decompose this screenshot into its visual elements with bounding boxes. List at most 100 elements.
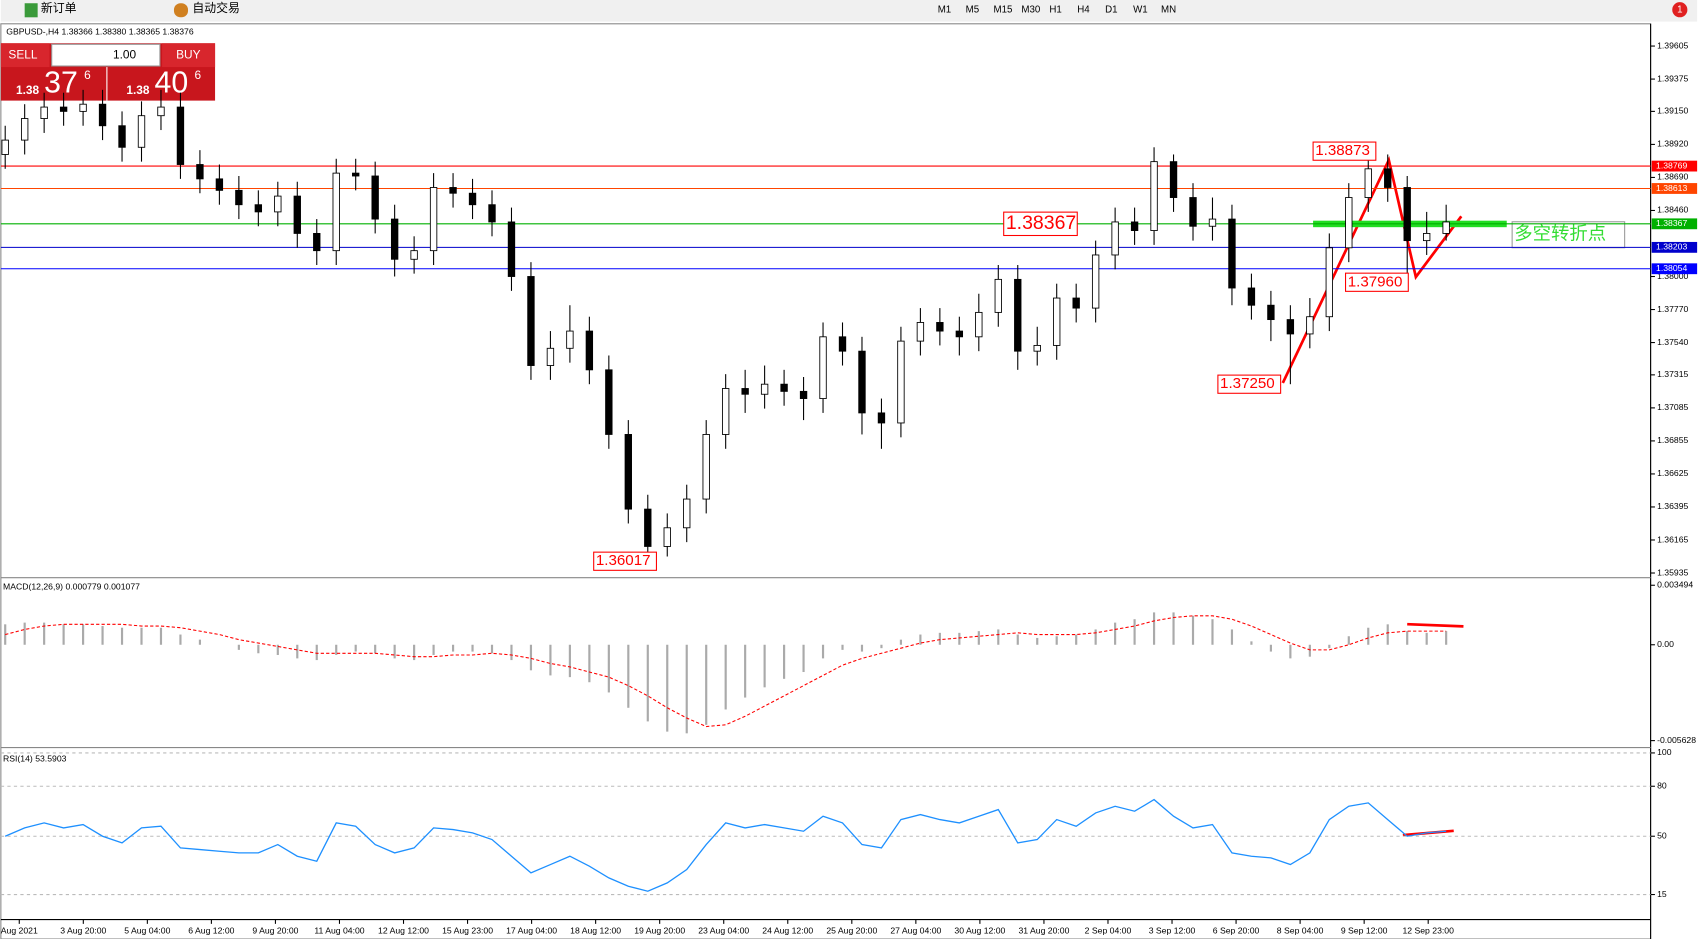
macd-bar	[568, 644, 571, 678]
bid-frac[interactable]: 6	[84, 68, 91, 82]
alert-badge[interactable]	[1672, 2, 1688, 18]
buy-label[interactable]: BUY	[176, 47, 200, 61]
macd-bar	[159, 627, 163, 645]
candle-body	[1, 139, 9, 155]
level-tag	[1651, 183, 1698, 194]
candle-body	[566, 330, 574, 349]
lots-input[interactable]	[51, 43, 161, 67]
y-tick-label: 80	[1657, 781, 1667, 791]
candle-body	[1267, 304, 1275, 321]
macd-bar	[1250, 641, 1253, 645]
sell-label[interactable]: SELL	[8, 47, 37, 61]
macd-bar	[451, 644, 455, 652]
candle-body	[507, 221, 516, 277]
candle-body	[1247, 287, 1256, 306]
macd-bar	[958, 632, 961, 645]
timeframe[interactable]: W1	[1133, 4, 1148, 15]
candle-body	[760, 383, 769, 395]
timeframe[interactable]: H1	[1049, 4, 1061, 15]
price-annotation: 1.38367	[1006, 212, 1076, 234]
y-tick-label: 1.36855	[1657, 435, 1688, 445]
candle-body	[1169, 161, 1178, 198]
candle-body	[1442, 221, 1450, 234]
y-tick-label: 1.37085	[1657, 402, 1688, 412]
time-label: 3 Aug 20:00	[60, 926, 106, 936]
ask-pips[interactable]: 40	[154, 66, 188, 99]
y-tick-label: 0.003494	[1657, 580, 1693, 590]
rsi-line	[4, 798, 1447, 892]
macd-bar	[1036, 637, 1039, 645]
candle-body	[975, 311, 983, 338]
sell-button[interactable]	[0, 43, 50, 68]
macd-bar	[899, 639, 903, 645]
macd-bar	[1075, 634, 1078, 645]
macd-bar	[82, 624, 85, 645]
macd-bar	[1386, 624, 1389, 645]
candle-body	[215, 178, 224, 191]
macd-bar	[120, 627, 124, 645]
pivot-note: 多空转折点	[1514, 223, 1606, 244]
timeframe[interactable]: MN	[1161, 4, 1176, 15]
macd-bar	[1211, 619, 1214, 645]
candle-body	[371, 175, 379, 220]
timeframe[interactable]: D1	[1105, 4, 1117, 15]
timeframe[interactable]: H4	[1077, 4, 1090, 15]
macd-bar	[685, 644, 688, 734]
candle-body	[293, 195, 301, 234]
candle-body	[79, 103, 87, 112]
level-tag	[1651, 160, 1698, 172]
candle-body	[1130, 221, 1139, 231]
buy-button[interactable]	[162, 43, 216, 68]
candle-body	[1286, 319, 1295, 335]
bid-big[interactable]: 1.38	[16, 83, 40, 97]
level-label: 1.38054	[1656, 263, 1687, 273]
candle-body	[858, 350, 866, 414]
level-tag	[1651, 263, 1698, 275]
macd-bar	[666, 644, 669, 732]
timeframe[interactable]: M15	[994, 4, 1013, 15]
macd-bar	[1289, 644, 1292, 659]
new-order-icon[interactable]	[24, 3, 38, 18]
y-tick-label: 1.36395	[1657, 501, 1688, 511]
macd-bar	[1191, 615, 1195, 645]
candle-body	[157, 106, 165, 117]
candle-body	[1033, 344, 1041, 352]
candle-body	[59, 106, 68, 112]
y-tick-label: 0.00	[1657, 639, 1674, 649]
timeframe[interactable]: M30	[1021, 4, 1041, 15]
ask-frac[interactable]: 6	[195, 68, 202, 82]
y-tick-label: 1.39605	[1657, 40, 1688, 50]
time-label: 27 Aug 04:00	[890, 926, 941, 936]
macd-bar	[1269, 644, 1272, 652]
lots-value[interactable]: 1.00	[113, 47, 137, 61]
macd-bar	[588, 644, 591, 683]
macd-bar	[257, 644, 260, 654]
macd-bar	[140, 627, 143, 645]
macd-bar	[393, 644, 396, 659]
candle-body	[605, 369, 613, 435]
y-tick-label: 100	[1657, 747, 1672, 757]
macd-bar	[237, 644, 240, 650]
candle-body	[702, 434, 710, 500]
auto-trading-icon[interactable]	[173, 3, 189, 18]
ask-big[interactable]: 1.38	[126, 83, 150, 97]
candle-body	[721, 388, 730, 435]
macd-bar	[354, 644, 357, 652]
timeframe[interactable]: M5	[966, 4, 980, 15]
price-annotation: 1.37250	[1220, 375, 1275, 392]
y-tick-label: 15	[1657, 889, 1667, 899]
timeframe[interactable]: M1	[938, 4, 952, 15]
y-tick-label: 1.39150	[1657, 106, 1688, 116]
candle-body	[1053, 297, 1061, 346]
candle-body	[488, 204, 496, 223]
candle-body	[1364, 168, 1372, 198]
bid-pips[interactable]: 37	[44, 66, 78, 99]
new-order[interactable]: 新订单	[41, 1, 77, 15]
macd-bar	[276, 644, 279, 655]
time-label: 30 Aug 12:00	[954, 926, 1005, 936]
candle-body	[819, 336, 827, 399]
candle-body	[1345, 197, 1353, 249]
auto-trading[interactable]: 自动交易	[192, 1, 240, 15]
